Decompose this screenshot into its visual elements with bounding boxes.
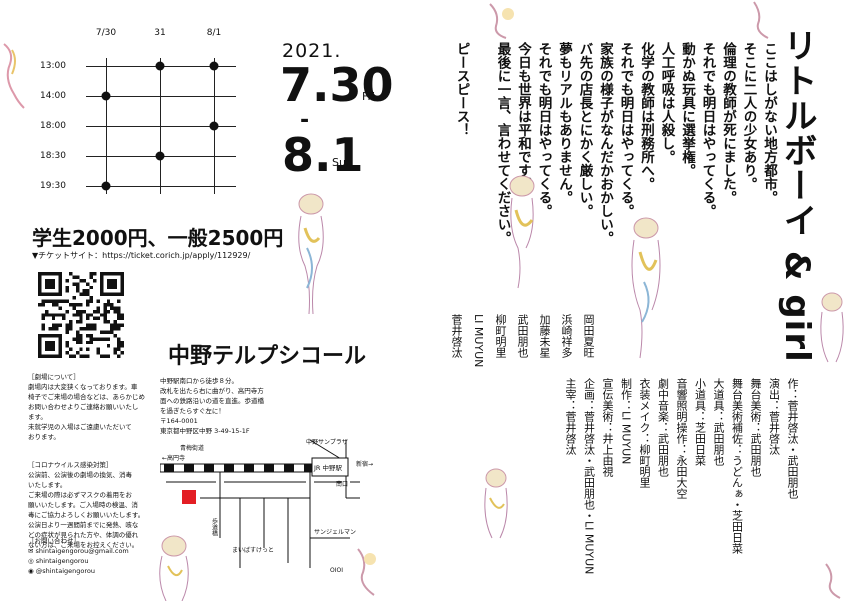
map-label-shinjuku: 新宿→ [356,460,373,468]
access-map: JR 中野駅 青梅街道 ←高円寺 新宿→ 南口 中野サンプラザ まいばすけっと … [160,438,373,574]
performance-dot [101,181,111,191]
girl-illustration [631,217,661,359]
map-label-minamiguchi: 南口 [336,480,348,488]
performance-dot [209,61,219,71]
girl-illustration [484,468,508,539]
schedule-date-label: 8/1 [206,28,222,38]
synopsis-line: 倫理の教師が死にました。 [720,42,736,204]
map-label-hodokyo: 歩道橋 [211,517,218,537]
girl-illustration [3,43,25,109]
girl-illustration [489,3,514,39]
ticket-price: 学生2000円、一般2500円 [32,226,284,250]
performance-dot [101,91,111,101]
cast-member: 加藤未星 [538,314,551,358]
staff-credit: 宣伝美術：井上由視 [601,378,614,477]
railway-track [164,464,334,472]
theater-notice: ［劇場について］ 劇場内は大変狭くなっております。車 椅子でご来場の場合などは、… [28,373,145,441]
schedule-time-label: 13:00 [40,61,66,71]
schedule-time-label: 14:00 [40,91,66,101]
synopsis-line: それでも明日はやってくる。 [535,42,552,218]
period-end-weekday: Sun [332,156,353,169]
synopsis-line: 家族の様子がなんだかおかしい。 [597,42,613,245]
map-label-jr: JR 中野駅 [313,463,342,472]
schedule-date-label: 7/30 [95,28,117,38]
map-label-sunplaza: 中野サンプラザ [306,438,348,446]
synopsis-line: 人工呼吸は人殺し。 [658,42,675,164]
girl-illustration [753,1,769,39]
schedule-row-line [86,186,236,187]
staff-credit: 衣装メイク：柳町明里 [638,378,651,488]
contact-info: ［お問い合わせ］ ✉ shintaigengorou@gmail.com ◎ s… [28,537,129,575]
staff-credit: 舞台美術補佐：うどんぁ・芝田日菜 [730,378,744,554]
staff-credit: 演出：菅井啓汰 [767,378,781,455]
girl-illustration [357,548,376,596]
girl-illustration [825,563,841,599]
access-directions: 中野駅南口から徒歩８分。 改札を出たら右に曲がり、高円寺方 面への鉄路沿いの道を… [160,377,264,435]
map-label-koenji: ←高円寺 [162,454,185,462]
synopsis-line: 動かぬ玩具に選挙権。 [679,42,695,177]
staff-credit: 企画：菅井啓汰・武田朋也・LI MUYUN [582,378,596,575]
synopsis-line: ピースピース！ [453,42,470,137]
schedule-time-label: 19:30 [40,181,66,191]
cast-member: 岡田夏旺 [582,314,595,358]
synopsis-line: 化学の教師は刑務所へ。 [638,42,654,191]
map-label-mabashi: まいばすけっと [232,546,274,554]
staff-credit: 舞台美術：武田朋也 [749,378,762,477]
girl-illustration [820,292,844,363]
period-dash: - [300,108,310,133]
synopsis-line: 最後に一言、言わせてください。 [494,42,511,245]
staff-credit: 主宰：菅井啓汰 [564,378,577,455]
staff-credit: 音響照明操作：永田大空 [675,378,688,499]
ticket-site-link[interactable]: ▼チケットサイト：https://ticket.corich.jp/apply/… [32,251,251,260]
cast-member: LI MUYUN [472,314,485,368]
schedule-row-line [86,126,236,127]
cast-member: 柳町明里 [494,314,507,358]
synopsis-line: ここはしがない地方都市。 [761,42,777,204]
schedule-time-label: 18:30 [40,151,66,161]
synopsis-line: それでも明日はやってくる。 [617,42,634,218]
performance-dot [155,151,165,161]
period-start-weekday: Fri [362,90,376,103]
staff-credit: 大道具：武田朋也 [712,378,725,466]
venue-marker [182,490,196,504]
synopsis-line: バ先の店長とにかく厳しい。 [576,42,593,218]
synopsis-line: それでも明日はやってくる。 [699,42,716,218]
performance-dot [155,61,165,71]
girl-illustration [298,193,324,315]
staff-credit: 劇中音楽：武田朋也 [656,378,670,477]
map-label-sunjelmart: サンジェルマン [314,529,356,536]
map-label-ome: 青梅街道 [180,444,204,452]
staff-credit: 制作：LI MUYUN [619,378,633,465]
girl-illustration [509,175,535,289]
staff-credit: 作：菅井啓汰・武田朋也 [786,378,799,499]
girl-illustration [159,535,189,601]
period-year: 2021. [282,40,342,62]
synopsis-line: そこに二人の少女あり。 [740,42,757,191]
performance-dot [209,121,219,131]
performance-schedule: 7/30 31 8/1 13:00 14:00 18:00 18:30 19:30 [40,28,250,198]
schedule-time-label: 18:00 [40,121,66,131]
cast-member: 武田朋也 [516,314,529,358]
cast-member: 菅井啓汰 [450,314,463,358]
period-start: 7.30 [280,58,394,112]
cast-member: 浜崎祥多 [560,314,573,358]
schedule-row-line [86,96,236,97]
synopsis-line: 今日も世界は平和です。 [515,42,531,191]
venue-name: 中野テルプシコール [168,344,367,369]
corona-measures: ［コロナウイルス感染対策］ 公演前、公演後の劇場の換気、消毒 いたします。 ご来… [28,461,145,549]
map-label-marui: OIOI [330,567,343,574]
synopsis-line: 夢もリアルもありません。 [556,42,572,204]
schedule-date-label: 31 [154,28,166,38]
period-end: 8.1 [282,128,364,182]
qr-code[interactable] [38,272,124,358]
staff-credit: 小道具：芝田日菜 [693,378,707,466]
play-title: リトルボーイ & girl [777,28,817,363]
